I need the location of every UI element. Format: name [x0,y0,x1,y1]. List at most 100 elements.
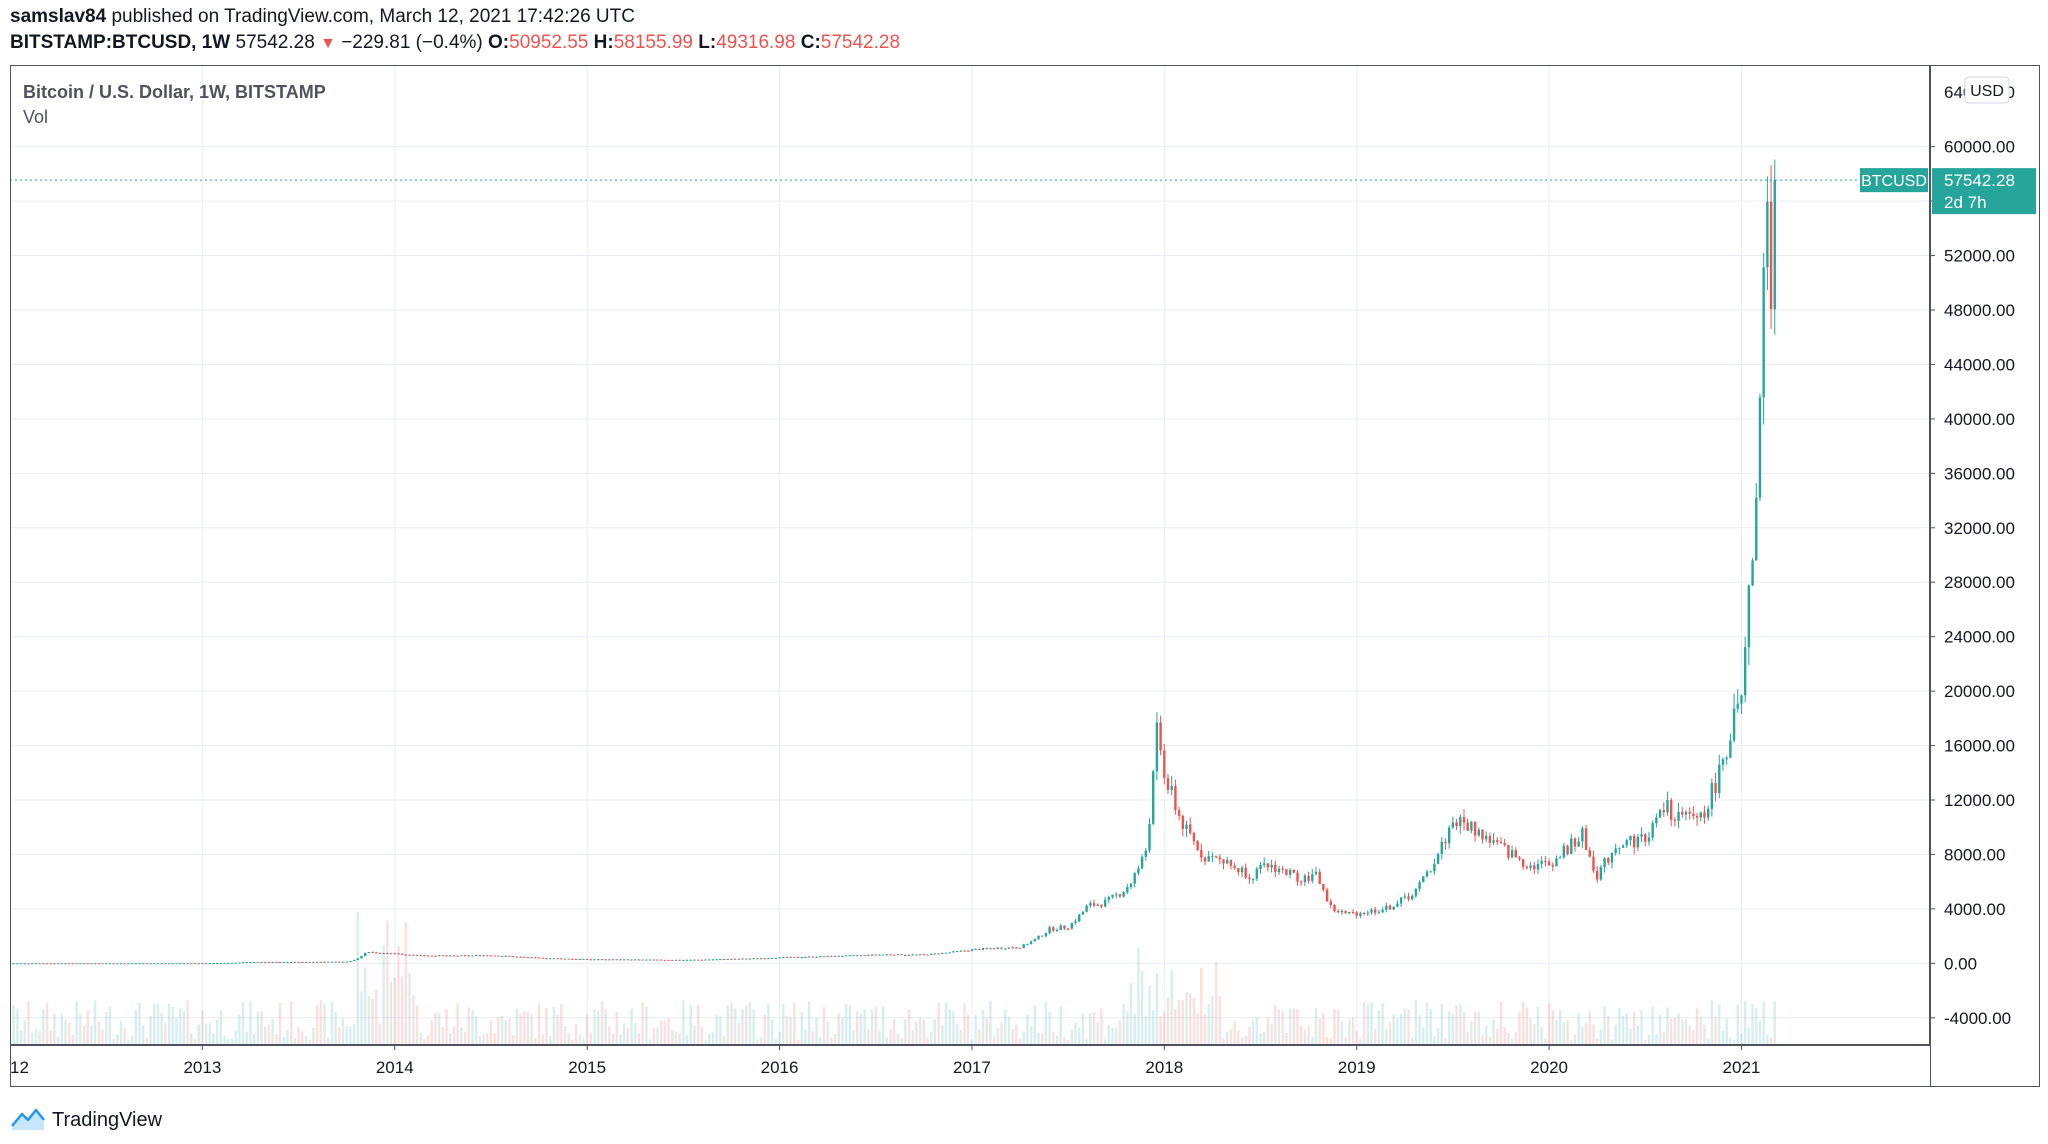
candle-body [1203,857,1207,862]
candle-body [16,963,19,965]
volume-bar [1318,1018,1321,1045]
candle-body [685,959,689,961]
candle-body [1211,856,1214,858]
volume-bar [319,1000,322,1045]
volume-bar [338,1026,341,1045]
price-change: −229.81 (−0.4%) [341,32,483,53]
volume-bar [930,1031,933,1045]
candle-body [955,951,959,953]
candle-body [323,961,326,963]
candle-body [1688,811,1691,814]
candle-body [1766,201,1769,268]
volume-bar [97,1021,100,1045]
volume-bar [1018,1038,1022,1045]
candle-body [867,954,870,956]
candle-body [1185,824,1188,830]
candle-body [1370,909,1373,913]
candle-body [119,963,123,965]
candle-body [1285,869,1288,875]
volume-bar [145,1037,149,1045]
candle-body [75,963,78,965]
candle-body [1444,841,1447,844]
volume-bar [330,1002,334,1045]
chart-container[interactable]: 60000.0056000.0052000.0048000.0044000.00… [0,65,2040,1087]
candle-body [1281,868,1284,870]
volume-bar [726,1004,729,1045]
candle-body [1695,815,1699,818]
candle-body [1063,925,1066,929]
volume-bar [896,1033,900,1045]
candle-body [389,953,393,955]
candle-body [493,955,496,957]
footer: TradingView [10,1106,162,1134]
volume-bar [456,1003,459,1045]
volume-bar [1451,1013,1455,1045]
publisher-name[interactable]: samslav84 [10,6,107,27]
candle-body [215,963,219,965]
volume-bar [989,1000,992,1045]
candle-body [1655,817,1658,824]
candle-body [989,948,992,950]
candle-body [944,952,948,954]
volume-bar [918,1017,922,1045]
candle-body [1470,821,1473,831]
volume-bar [382,944,385,1045]
candle-body [1555,858,1558,867]
candle-body [441,955,445,957]
volume-bar [1322,1013,1325,1045]
candle-body [1089,903,1092,906]
volume-bar [785,1016,789,1045]
volume-bar [223,1035,226,1045]
candle-body [1107,896,1111,900]
candle-body [1666,800,1669,813]
candle-body [1607,858,1610,863]
candle-body [1488,835,1492,843]
candle-body [645,959,648,961]
candle-body [1551,865,1554,867]
candle-body [1703,812,1706,818]
volume-bar [952,1011,955,1045]
candle-body [1189,824,1192,834]
candle-body [1192,833,1196,842]
volume-bar [578,1034,581,1045]
volume-bar [430,1020,433,1045]
candle-body [67,963,71,965]
volume-bar [1673,1018,1677,1045]
volume-bar [811,1031,815,1045]
candle-body [1303,875,1307,883]
candle-body [1710,783,1714,809]
candle-body [1007,947,1011,949]
candle-body [1525,866,1529,868]
volume-bar [1351,1017,1355,1045]
volume-bar [1551,1010,1554,1045]
price-chart[interactable]: 60000.0056000.0052000.0048000.0044000.00… [0,65,2040,1087]
candle-body [597,959,600,961]
candle-body [689,959,692,961]
candle-body [800,957,803,959]
volume-bar [1577,1012,1580,1045]
volume-bar [1699,1016,1702,1045]
volume-bar [1599,1029,1603,1045]
candle-body [615,959,618,961]
candle-body [1144,850,1148,857]
volume-bar [360,991,363,1045]
candle-body [774,957,778,959]
candle-body [770,958,774,960]
volume-bar [1403,1008,1406,1045]
volume-bar [1669,1018,1673,1045]
candle-body [1621,845,1625,848]
candle-body [1618,847,1621,849]
volume-bar [552,1007,556,1045]
tradingview-brand[interactable]: TradingView [52,1108,163,1131]
volume-bar [408,973,411,1045]
candle-body [1462,817,1466,823]
volume-bar [356,912,359,1045]
volume-bar [974,1014,977,1045]
candle-body [748,958,752,960]
candle-body [863,954,866,956]
candle-body [1769,201,1773,310]
tradingview-logo-icon[interactable] [10,1108,46,1132]
volume-bar [767,1003,770,1045]
candle-body [1233,865,1236,869]
volume-bar [804,1029,807,1045]
